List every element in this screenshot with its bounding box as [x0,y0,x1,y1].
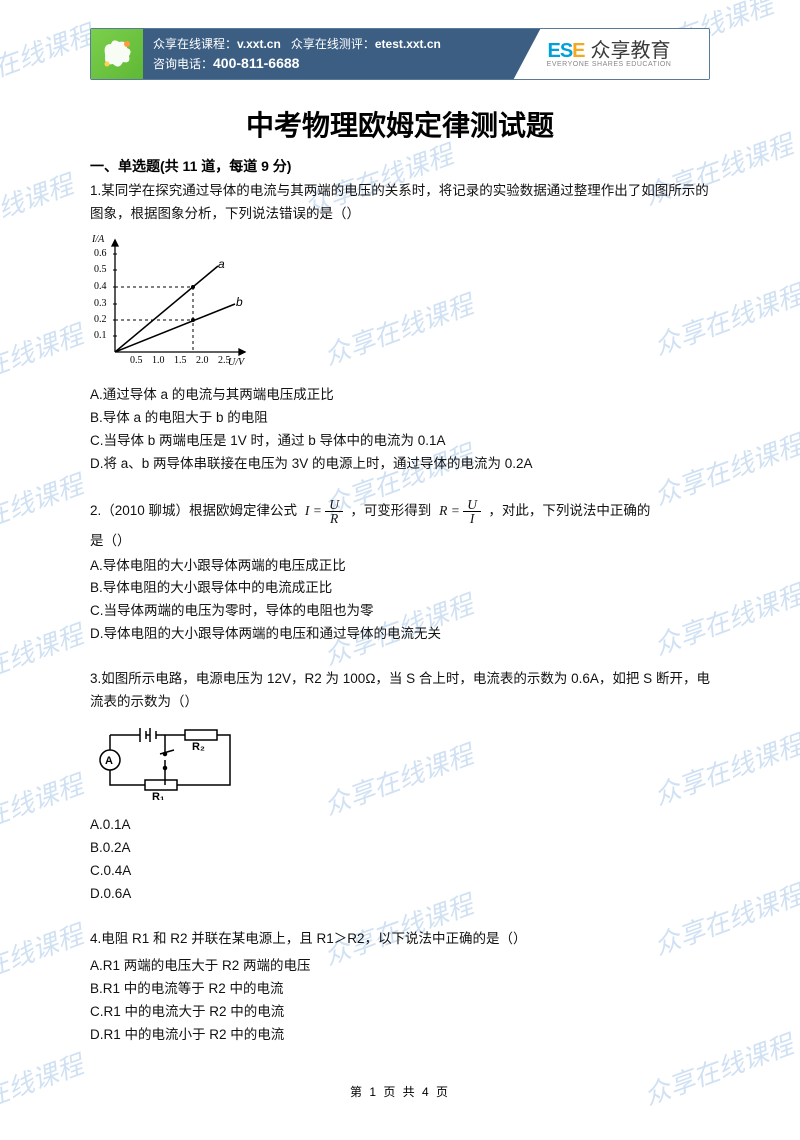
svg-text:0.5: 0.5 [94,264,107,275]
question-3: 3.如图所示电路，电源电压为 12V，R2 为 100Ω，当 S 合上时，电流表… [90,668,710,906]
eq2-num: U [463,498,481,513]
q4-opt-b: B.R1 中的电流等于 R2 中的电流 [90,978,710,1001]
banner-phone: 400-811-6688 [213,55,299,71]
eq1-lhs: I [305,503,310,518]
q3-circuit: A R₂ R₁ [90,720,710,808]
logo-s: S [560,40,572,62]
banner-brand: ESE 众享教育 EVERYONE SHARES EDUCATION [509,29,709,79]
svg-text:0.5: 0.5 [130,355,143,366]
svg-text:0.3: 0.3 [94,298,107,309]
q4-stem: 4.电阻 R1 和 R2 并联在某电源上，且 R1＞R2，以下说法中正确的是（） [90,928,710,951]
eq2-lhs: R [439,503,447,518]
brand-cn: 众享教育 [591,41,671,61]
banner-course-label: 众享在线课程： [153,37,237,51]
q3-stem: 3.如图所示电路，电源电压为 12V，R2 为 100Ω，当 S 合上时，电流表… [90,668,710,714]
svg-text:0.6: 0.6 [94,248,107,259]
svg-text:0.2: 0.2 [94,314,107,325]
question-2: 2.（2010 聊城）根据欧姆定律公式 I = UR ，可变形得到 R = UI… [90,498,710,647]
q2-stem-mid: ，可变形得到 [350,503,431,518]
eq2-den: I [463,512,481,526]
eq1-den: R [325,512,343,526]
ese-logo: ESE [547,41,584,61]
q2-stem-end: 是（） [90,530,710,553]
question-4: 4.电阻 R1 和 R2 并联在某电源上，且 R1＞R2，以下说法中正确的是（）… [90,928,710,1047]
svg-text:b: b [236,295,243,309]
svg-text:a: a [218,257,225,271]
page-footer: 第 1 页 共 4 页 [90,1083,710,1100]
section-heading: 一、单选题(共 11 道，每道 9 分) [90,156,710,176]
svg-text:0.1: 0.1 [94,330,107,341]
logo-e: E [547,40,559,62]
svg-text:0.4: 0.4 [94,281,107,292]
header-banner: 众享在线课程：v.xxt.cn 众享在线测评：etest.xxt.cn 咨询电话… [90,28,710,80]
q1-stem: 1.某同学在探究通过导体的电流与其两端的电压的关系时，将记录的实验数据通过整理作… [90,180,710,226]
question-1: 1.某同学在探究通过导体的电流与其两端的电压的关系时，将记录的实验数据通过整理作… [90,180,710,476]
svg-text:1.0: 1.0 [152,355,165,366]
q3-opt-a: A.0.1A [90,814,710,837]
svg-text:I/A: I/A [91,234,105,245]
svg-text:2.0: 2.0 [196,355,209,366]
q1-opt-c: C.当导体 b 两端电压是 1V 时，通过 b 导体中的电流为 0.1A [90,430,710,453]
brand-sub: EVERYONE SHARES EDUCATION [547,61,672,68]
q2-stem-post: ，对此，下列说法中正确的 [488,503,650,518]
q4-opt-d: D.R1 中的电流小于 R2 中的电流 [90,1024,710,1047]
q3-opt-b: B.0.2A [90,837,710,860]
q1-graph: I/A U/V 0.6 0.5 0.4 0.3 0.2 0.1 0.5 1.0 1.… [90,232,710,380]
q2-options: A.导体电阻的大小跟导体两端的电压成正比 B.导体电阻的大小跟导体中的电流成正比… [90,555,710,647]
banner-test-url: etest.xxt.cn [375,37,441,51]
svg-text:A: A [105,755,113,767]
banner-test-label: 众享在线测评： [291,37,375,51]
eq1-num: U [325,498,343,513]
q4-options: A.R1 两端的电压大于 R2 两端的电压 B.R1 中的电流等于 R2 中的电… [90,955,710,1047]
svg-text:1.5: 1.5 [174,355,187,366]
svg-text:2.5: 2.5 [218,355,231,366]
q3-options: A.0.1A B.0.2A C.0.4A D.0.6A [90,814,710,906]
q2-eq2: R = UI [435,503,488,518]
logo-e2: E [572,40,584,62]
q1-options: A.通过导体 a 的电流与其两端电压成正比 B.导体 a 的电阻大于 b 的电阻… [90,384,710,476]
q3-opt-c: C.0.4A [90,860,710,883]
q4-opt-a: A.R1 两端的电压大于 R2 两端的电压 [90,955,710,978]
q2-stem-pre: 2.（2010 聊城）根据欧姆定律公式 [90,503,297,518]
banner-phone-label: 咨询电话： [153,57,213,71]
svg-text:U/V: U/V [228,357,246,368]
banner-logo-icon [91,29,143,79]
q1-opt-a: A.通过导体 a 的电流与其两端电压成正比 [90,384,710,407]
q2-opt-d: D.导体电阻的大小跟导体两端的电压和通过导体的电流无关 [90,623,710,646]
q2-eq1: I = UR [301,503,351,518]
q2-opt-b: B.导体电阻的大小跟导体中的电流成正比 [90,577,710,600]
banner-course-url: v.xxt.cn [237,37,281,51]
page-title: 中考物理欧姆定律测试题 [90,104,710,144]
banner-info: 众享在线课程：v.xxt.cn 众享在线测评：etest.xxt.cn 咨询电话… [143,29,509,79]
svg-text:R₁: R₁ [152,791,165,800]
q1-opt-b: B.导体 a 的电阻大于 b 的电阻 [90,407,710,430]
svg-text:R₂: R₂ [192,741,205,753]
q4-opt-c: C.R1 中的电流大于 R2 中的电流 [90,1001,710,1024]
q2-opt-a: A.导体电阻的大小跟导体两端的电压成正比 [90,555,710,578]
q2-opt-c: C.当导体两端的电压为零时，导体的电阻也为零 [90,600,710,623]
q2-stem: 2.（2010 聊城）根据欧姆定律公式 I = UR ，可变形得到 R = UI… [90,498,710,526]
q3-opt-d: D.0.6A [90,883,710,906]
q1-opt-d: D.将 a、b 两导体串联接在电压为 3V 的电源上时，通过导体的电流为 0.2… [90,453,710,476]
